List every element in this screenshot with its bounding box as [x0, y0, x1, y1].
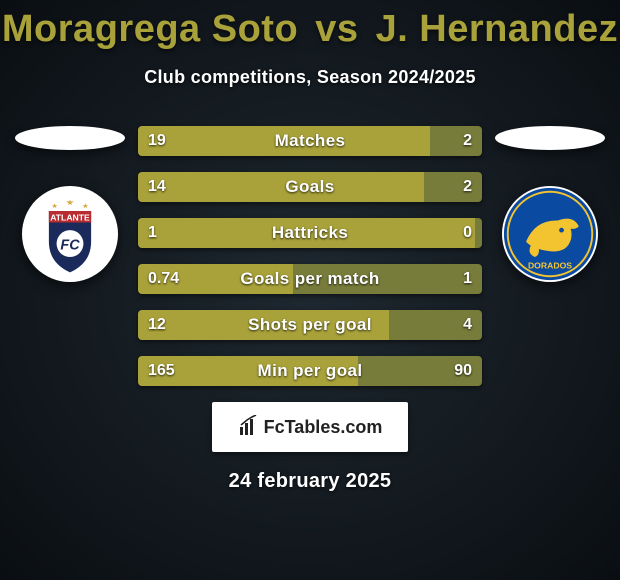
- stat-label: Matches: [275, 131, 346, 151]
- stat-label: Goals per match: [240, 269, 379, 289]
- subtitle: Club competitions, Season 2024/2025: [0, 51, 620, 88]
- stat-row: 19 2 Matches: [138, 126, 482, 156]
- stat-left-value: 0.74: [148, 270, 179, 288]
- team-left-logo: ATLANTE FC: [22, 186, 118, 282]
- stat-label: Shots per goal: [248, 315, 372, 335]
- brand-chart-icon: [238, 415, 260, 440]
- stat-row: 1 0 Hattricks: [138, 218, 482, 248]
- stat-label: Goals: [285, 177, 334, 197]
- stat-row: 0.74 1 Goals per match: [138, 264, 482, 294]
- main-content: ATLANTE FC 192Matches142Goals10Hattricks…: [0, 126, 620, 386]
- stat-left-value: 1: [148, 224, 157, 242]
- stat-bars: 19 2 Matches 14 2 Goals 1 0 Hattricks 0.74 1 Goals …: [130, 126, 490, 386]
- bar-right-fill: [424, 172, 482, 202]
- right-ellipse: [495, 126, 605, 150]
- left-ellipse: [15, 126, 125, 150]
- brand-text: FcTables.com: [264, 417, 383, 438]
- stat-left-value: 14: [148, 178, 166, 196]
- stat-label: Hattricks: [272, 223, 348, 243]
- stat-right-value: 4: [463, 316, 472, 334]
- stat-row: 165 90 Min per goal: [138, 356, 482, 386]
- stat-right-value: 90: [454, 362, 472, 380]
- stat-row: 14 2 Goals: [138, 172, 482, 202]
- bar-right-fill: [475, 218, 482, 248]
- svg-text:DORADOS: DORADOS: [528, 261, 572, 271]
- stat-right-value: 1: [463, 270, 472, 288]
- stat-row: 12 4 Shots per goal: [138, 310, 482, 340]
- date-text: 24 february 2025: [0, 470, 620, 493]
- player-right-name: J. Hernandez: [376, 8, 619, 50]
- team-right-logo: DORADOS: [502, 186, 598, 282]
- svg-text:ATLANTE: ATLANTE: [50, 213, 90, 223]
- svg-text:FC: FC: [60, 237, 80, 253]
- right-side: DORADOS: [490, 126, 610, 282]
- stat-right-value: 2: [463, 132, 472, 150]
- player-left-name: Moragrega Soto: [2, 8, 298, 50]
- stat-label: Min per goal: [258, 361, 363, 381]
- brand-badge: FcTables.com: [212, 402, 408, 452]
- bar-right-fill: [430, 126, 482, 156]
- vs-text: vs: [309, 8, 364, 50]
- stat-right-value: 0: [463, 224, 472, 242]
- stat-right-value: 2: [463, 178, 472, 196]
- stat-left-value: 165: [148, 362, 175, 380]
- left-side: ATLANTE FC: [10, 126, 130, 282]
- comparison-title: Moragrega Soto vs J. Hernandez: [0, 0, 620, 51]
- stat-left-value: 19: [148, 132, 166, 150]
- stat-left-value: 12: [148, 316, 166, 334]
- bar-left-fill: [138, 172, 424, 202]
